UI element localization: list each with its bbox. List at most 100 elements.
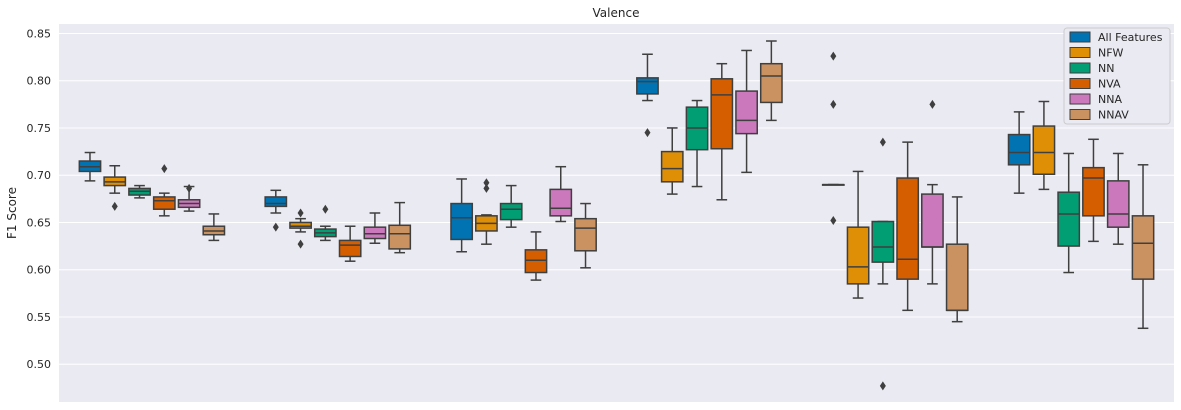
box-iqr (945, 243, 969, 312)
outlier-point (111, 201, 118, 211)
outlier-point (879, 137, 886, 147)
box-nn (499, 184, 523, 228)
box-nnav (759, 40, 783, 122)
box-nna (177, 183, 201, 212)
box-iqr (264, 196, 288, 208)
outlier-point (186, 183, 193, 193)
box-nna (363, 212, 387, 244)
box-nfw (1032, 100, 1056, 191)
plot-background (59, 24, 1174, 402)
box-iqr (1106, 180, 1130, 228)
box-iqr (735, 90, 758, 135)
box-iqr (1057, 191, 1081, 247)
outlier-point (644, 128, 651, 138)
outlier-point (297, 208, 304, 218)
box-iqr (1082, 166, 1105, 217)
legend-label: All Features (1098, 31, 1163, 44)
box-nva (896, 141, 920, 312)
outlier-point (322, 204, 329, 214)
box-nn (685, 99, 709, 188)
box-iqr (363, 226, 387, 240)
box-nna (1106, 152, 1130, 245)
box-iqr (499, 202, 523, 221)
box-series (78, 40, 1155, 391)
box-nn (128, 184, 151, 199)
y-tick-label: 0.75 (27, 122, 52, 135)
box-all-features (821, 51, 845, 226)
legend-swatch (1069, 109, 1091, 120)
box-nva (524, 231, 548, 281)
legend-label: NNA (1098, 93, 1122, 106)
box-iqr (921, 193, 944, 248)
box-nnav (574, 202, 597, 269)
box-iqr (289, 221, 312, 229)
box-nnav (202, 213, 226, 242)
box-nnav (1131, 164, 1155, 330)
box-all-features (78, 151, 102, 182)
box-nnav (945, 196, 969, 323)
box-nva (152, 164, 176, 217)
box-nva (710, 62, 734, 201)
legend-swatch (1069, 93, 1091, 105)
outlier-point (830, 216, 837, 226)
y-tick-label: 0.60 (27, 264, 52, 277)
box-iqr (1007, 133, 1031, 166)
outlier-point (830, 51, 837, 61)
box-iqr (574, 217, 597, 252)
legend-swatch (1069, 62, 1091, 74)
y-tick-label: 0.55 (27, 311, 52, 324)
box-nn (871, 137, 895, 391)
box-nfw (846, 170, 870, 299)
box-iqr (871, 220, 895, 263)
outlier-point (879, 381, 886, 391)
box-iqr (759, 62, 783, 104)
box-nna (549, 165, 573, 223)
y-tick-label: 0.65 (27, 216, 52, 229)
box-iqr (710, 78, 734, 150)
box-nva (1082, 138, 1105, 243)
y-tick-label: 0.80 (27, 75, 52, 88)
box-nfw (289, 208, 312, 249)
outlier-point (483, 178, 490, 188)
box-iqr (660, 150, 684, 183)
y-tick-label: 0.85 (27, 27, 52, 40)
box-nnav (388, 201, 412, 254)
outlier-point (830, 99, 837, 109)
legend-label: NNAV (1098, 109, 1129, 122)
box-iqr (338, 239, 362, 258)
box-iqr (1131, 215, 1155, 280)
box-iqr (524, 249, 548, 274)
outlier-point (483, 183, 490, 193)
box-iqr (846, 226, 870, 285)
box-nva (338, 225, 362, 262)
box-all-features (450, 178, 474, 253)
box-iqr (450, 202, 474, 241)
outlier-point (272, 222, 279, 232)
outlier-point (161, 164, 168, 174)
legend: All Features NFW NN NVA NNA NNAV (1063, 27, 1171, 125)
legend-label: NN (1098, 62, 1114, 75)
box-nn (1057, 152, 1081, 274)
legend-label: NFW (1098, 47, 1124, 60)
box-all-features (1007, 111, 1031, 194)
box-iqr (388, 224, 412, 250)
legend-swatch (1069, 47, 1091, 58)
box-iqr (152, 196, 176, 210)
box-nn (313, 204, 337, 242)
box-nna (735, 49, 758, 174)
y-axis-label: F1 Score (5, 187, 19, 239)
chart-title: Valence (593, 6, 640, 20)
box-iqr (1032, 125, 1056, 176)
y-axis-ticks: 0.50 0.55 0.60 0.65 0.70 0.75 0.80 0.85 (27, 27, 52, 371)
grid-lines (59, 32, 1174, 365)
outlier-point (297, 239, 304, 249)
box-nna (921, 99, 944, 285)
box-nfw (103, 165, 127, 211)
box-all-features (264, 189, 288, 232)
legend-swatch (1069, 78, 1091, 89)
legend-swatch (1069, 31, 1091, 43)
legend-label: NVA (1098, 78, 1121, 91)
box-iqr (549, 188, 573, 217)
box-nfw (475, 178, 498, 245)
